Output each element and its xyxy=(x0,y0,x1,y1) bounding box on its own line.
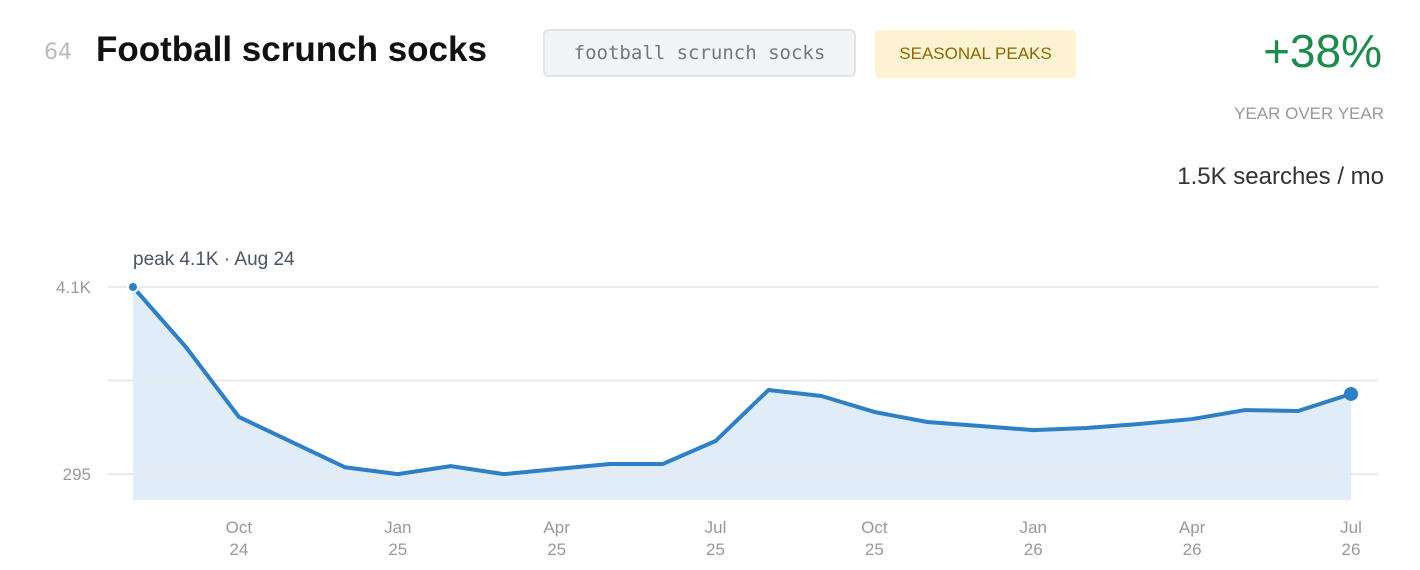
x-tick-label: Jul 26 xyxy=(1340,518,1362,559)
x-tick-label: Jul 25 xyxy=(705,518,727,559)
x-tick-year: 25 xyxy=(547,540,566,559)
x-tick-year: 25 xyxy=(865,540,884,559)
badge: SEASONAL PEAKS xyxy=(875,30,1076,78)
end-dot xyxy=(1344,386,1358,401)
x-tick-label: Jan 25 xyxy=(384,518,411,559)
area xyxy=(133,287,1351,500)
growth: +38% xyxy=(1263,25,1382,77)
volume: 1.5K searches / mo xyxy=(1177,163,1384,190)
x-tick-month: Oct xyxy=(226,518,253,537)
x-tick-month: Apr xyxy=(543,518,570,537)
x-tick-month: Jul xyxy=(705,518,727,537)
x-tick-year: 26 xyxy=(1342,540,1361,559)
x-tick-label: Apr 26 xyxy=(1179,518,1206,559)
y-tick-label: 295 xyxy=(63,465,91,484)
y-tick-label: 4.1K xyxy=(56,278,92,297)
x-tick-label: Oct 24 xyxy=(226,518,253,559)
x-tick-year: 24 xyxy=(229,540,248,559)
peak-dot xyxy=(127,281,139,293)
title: Football scrunch socks xyxy=(96,30,487,69)
keyword-chip[interactable]: football scrunch socks xyxy=(543,29,856,77)
x-tick-month: Oct xyxy=(861,518,888,537)
growth-label: YEAR OVER YEAR xyxy=(1234,104,1384,123)
x-tick-label: Jan 26 xyxy=(1020,518,1047,559)
x-tick-year: 26 xyxy=(1183,540,1202,559)
x-tick-month: Jul xyxy=(1340,518,1362,537)
x-tick-month: Jan xyxy=(1020,518,1047,537)
x-tick-year: 25 xyxy=(706,540,725,559)
x-tick-label: Apr 25 xyxy=(543,518,570,559)
x-tick-year: 26 xyxy=(1024,540,1043,559)
x-tick-year: 25 xyxy=(388,540,407,559)
rank: 64 xyxy=(44,40,72,65)
x-tick-label: Oct 25 xyxy=(861,518,888,559)
annotation: peak 4.1K · Aug 24 xyxy=(133,249,295,270)
x-tick-month: Jan xyxy=(384,518,411,537)
line xyxy=(131,285,1352,477)
x-tick-month: Apr xyxy=(1179,518,1206,537)
